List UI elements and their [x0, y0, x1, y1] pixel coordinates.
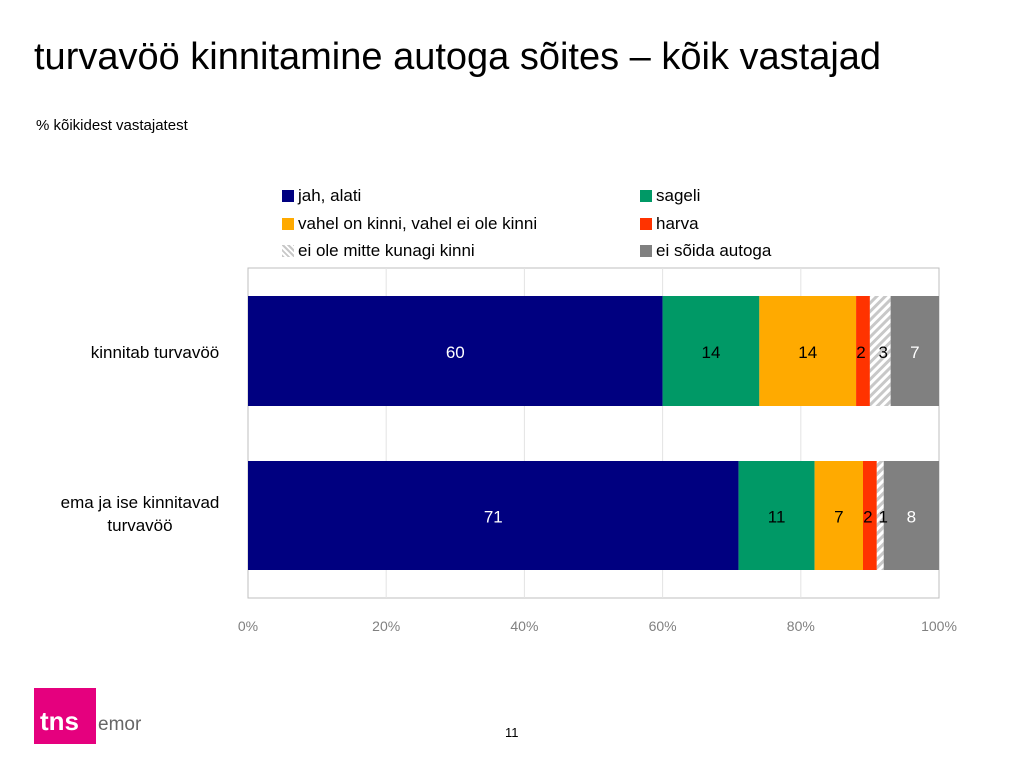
x-tick-label: 80%: [787, 618, 815, 634]
legend-label: ei ole mitte kunagi kinni: [298, 241, 475, 260]
tns-emor-logo: tns emor: [34, 684, 154, 746]
bar-segment: [869, 296, 891, 406]
chart-subtitle: % kõikidest vastajatest: [36, 117, 188, 134]
bar-segment: [759, 296, 857, 406]
data-label: 2: [856, 343, 865, 362]
legend-swatch: [282, 218, 294, 230]
legend-label: harva: [656, 214, 699, 233]
bar-segment: [890, 296, 939, 406]
svg-text:emor: emor: [98, 714, 142, 735]
data-label: 11: [768, 508, 786, 527]
plot-area-frame: [247, 267, 940, 599]
category-label-ema-ja-ise: ema ja ise kinnitavad turvavöö: [60, 493, 220, 535]
legend-swatch: [640, 190, 652, 202]
bar-segment: [883, 461, 939, 570]
bar-segment: [738, 461, 815, 570]
legend-label: vahel on kinni, vahel ei ole kinni: [298, 214, 538, 233]
bar-segment: [862, 461, 877, 570]
page-number: 11: [505, 725, 519, 740]
legend-item-harva: harva: [640, 214, 699, 234]
x-tick-label: 100%: [921, 618, 957, 634]
legend-item-ei-ole-kunagi: ei ole mitte kunagi kinni: [282, 241, 475, 261]
data-label: 71: [484, 508, 503, 527]
legend-swatch: [282, 190, 294, 202]
legend-item-ei-soida: ei sõida autoga: [640, 241, 771, 261]
category-label-kinnitab: kinnitab turvavöö: [90, 343, 220, 362]
page-title: turvavöö kinnitamine autoga sõites – kõi…: [34, 36, 882, 78]
x-tick-label: 0%: [238, 618, 258, 634]
legend-swatch: [282, 245, 294, 257]
data-label: 7: [910, 343, 919, 362]
svg-text:tns: tns: [40, 706, 79, 736]
bar-segment: [856, 296, 870, 406]
data-label: 8: [907, 508, 916, 527]
legend-label: sageli: [656, 186, 701, 205]
bar-segment: [814, 461, 863, 570]
data-label: 60: [446, 343, 465, 362]
bar-segment: [248, 296, 663, 406]
legend-label: ei sõida autoga: [656, 241, 772, 260]
legend-item-sageli: sageli: [640, 186, 700, 206]
legend-item-jah-alati: jah, alati: [282, 186, 361, 206]
legend-swatch: [640, 245, 652, 257]
tns-emor-logo-graphic: tns emor: [34, 688, 142, 744]
legend-label: jah, alati: [298, 186, 362, 205]
bar-segment: [662, 296, 760, 406]
x-tick-label: 60%: [649, 618, 677, 634]
bar-segment: [876, 461, 884, 570]
x-tick-label: 40%: [510, 618, 538, 634]
data-label: 14: [798, 343, 817, 362]
data-label: 7: [834, 508, 843, 527]
bar-segment: [248, 461, 739, 570]
data-label: 3: [879, 343, 888, 362]
data-label: 14: [702, 343, 721, 362]
data-label: 2: [863, 508, 872, 527]
legend-item-vahel: vahel on kinni, vahel ei ole kinni: [282, 214, 537, 234]
data-label: 1: [879, 508, 888, 527]
legend-swatch: [640, 218, 652, 230]
x-tick-label: 20%: [372, 618, 400, 634]
